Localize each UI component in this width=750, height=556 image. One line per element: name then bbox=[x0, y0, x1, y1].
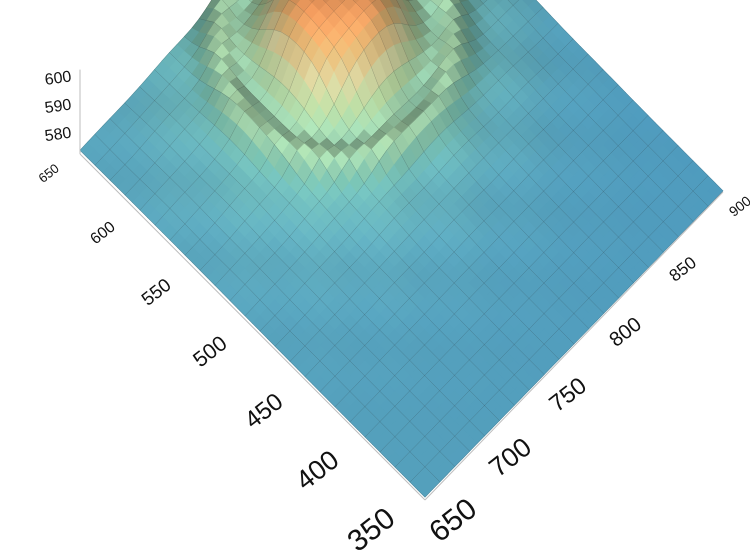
y-tick-label: 600 bbox=[87, 218, 118, 248]
mesh-line-x bbox=[222, 0, 560, 360]
mesh-line-x bbox=[184, 36, 530, 391]
mesh-line-y bbox=[79, 0, 212, 151]
mesh-line-x bbox=[479, 0, 694, 222]
mesh-line-y bbox=[199, 0, 444, 271]
mesh-line-y bbox=[364, 130, 664, 438]
z-tick-label: 590 bbox=[44, 97, 73, 118]
mesh-line-x bbox=[458, 0, 679, 237]
mesh-line-x bbox=[407, 0, 649, 268]
mesh-line-y bbox=[379, 145, 679, 453]
mesh-line-y bbox=[229, 0, 520, 301]
mesh-line-y bbox=[394, 160, 694, 468]
mesh-line-y bbox=[184, 0, 414, 256]
mesh-line-x bbox=[507, 0, 709, 207]
mesh-line-x bbox=[139, 86, 485, 437]
surface-mesh bbox=[79, 0, 724, 498]
y-tick-label: 350 bbox=[342, 502, 402, 556]
y-tick-label: 400 bbox=[290, 444, 345, 496]
x-tick-label: 850 bbox=[665, 252, 700, 285]
mesh-line-y bbox=[424, 190, 724, 498]
surface-cell bbox=[307, 0, 315, 4]
mesh-line-y bbox=[139, 0, 290, 211]
mesh-line-x bbox=[169, 52, 515, 406]
surface-cell bbox=[352, 0, 360, 4]
x-tick-label: 650 bbox=[423, 492, 483, 549]
mesh-line-x bbox=[430, 0, 664, 253]
mesh-line-x bbox=[352, 0, 604, 314]
mesh-line-y bbox=[154, 0, 315, 226]
mesh-line-y bbox=[349, 115, 649, 423]
surface-cell bbox=[248, 0, 254, 3]
mesh-line-x bbox=[535, 0, 724, 192]
mesh-line-x bbox=[396, 0, 634, 283]
x-tick-label: 900 bbox=[726, 192, 750, 219]
mesh-line-y bbox=[244, 7, 544, 316]
mesh-line-x bbox=[380, 0, 619, 299]
x-tick-label: 750 bbox=[545, 373, 592, 418]
mesh-line-x bbox=[199, 18, 545, 375]
x-tick-label: 700 bbox=[483, 432, 537, 483]
x-tick-label: 800 bbox=[606, 313, 646, 351]
mesh-line-y bbox=[334, 100, 634, 407]
mesh-line-x bbox=[322, 0, 590, 329]
mesh-line-x bbox=[94, 134, 441, 483]
surface-cell bbox=[322, 0, 331, 4]
x-axis-line bbox=[424, 191, 724, 501]
mesh-line-x bbox=[124, 102, 470, 452]
mesh-line-y bbox=[304, 69, 604, 377]
z-tick-label: 580 bbox=[44, 125, 73, 146]
surface-cell bbox=[479, 0, 488, 5]
y-tick-label: 550 bbox=[137, 274, 175, 310]
mesh-line-y bbox=[289, 54, 589, 362]
mesh-line-y bbox=[169, 0, 346, 241]
mesh-line-y bbox=[109, 0, 263, 181]
surface-cell bbox=[417, 481, 433, 498]
z-tick-label: 600 bbox=[44, 68, 73, 89]
y-tick-label: 450 bbox=[240, 388, 289, 434]
mesh-line-x bbox=[79, 150, 426, 498]
mesh-line-y bbox=[259, 23, 559, 332]
mesh-line-y bbox=[274, 38, 574, 347]
mesh-line-y bbox=[124, 0, 274, 196]
mesh-line-x bbox=[248, 0, 575, 345]
mesh-line-y bbox=[94, 0, 240, 166]
y-tick-label: 500 bbox=[189, 331, 232, 372]
surface-cell bbox=[337, 0, 346, 5]
surface-cell bbox=[367, 0, 377, 4]
surface-cell bbox=[493, 0, 504, 6]
mesh-line-y bbox=[319, 84, 619, 392]
y-axis-line bbox=[79, 153, 426, 501]
mesh-line-x bbox=[109, 118, 455, 467]
y-tick-label: 650 bbox=[36, 161, 62, 186]
mesh-line-y bbox=[214, 0, 488, 286]
mesh-line-y bbox=[409, 175, 709, 483]
mesh-line-x bbox=[154, 69, 500, 421]
